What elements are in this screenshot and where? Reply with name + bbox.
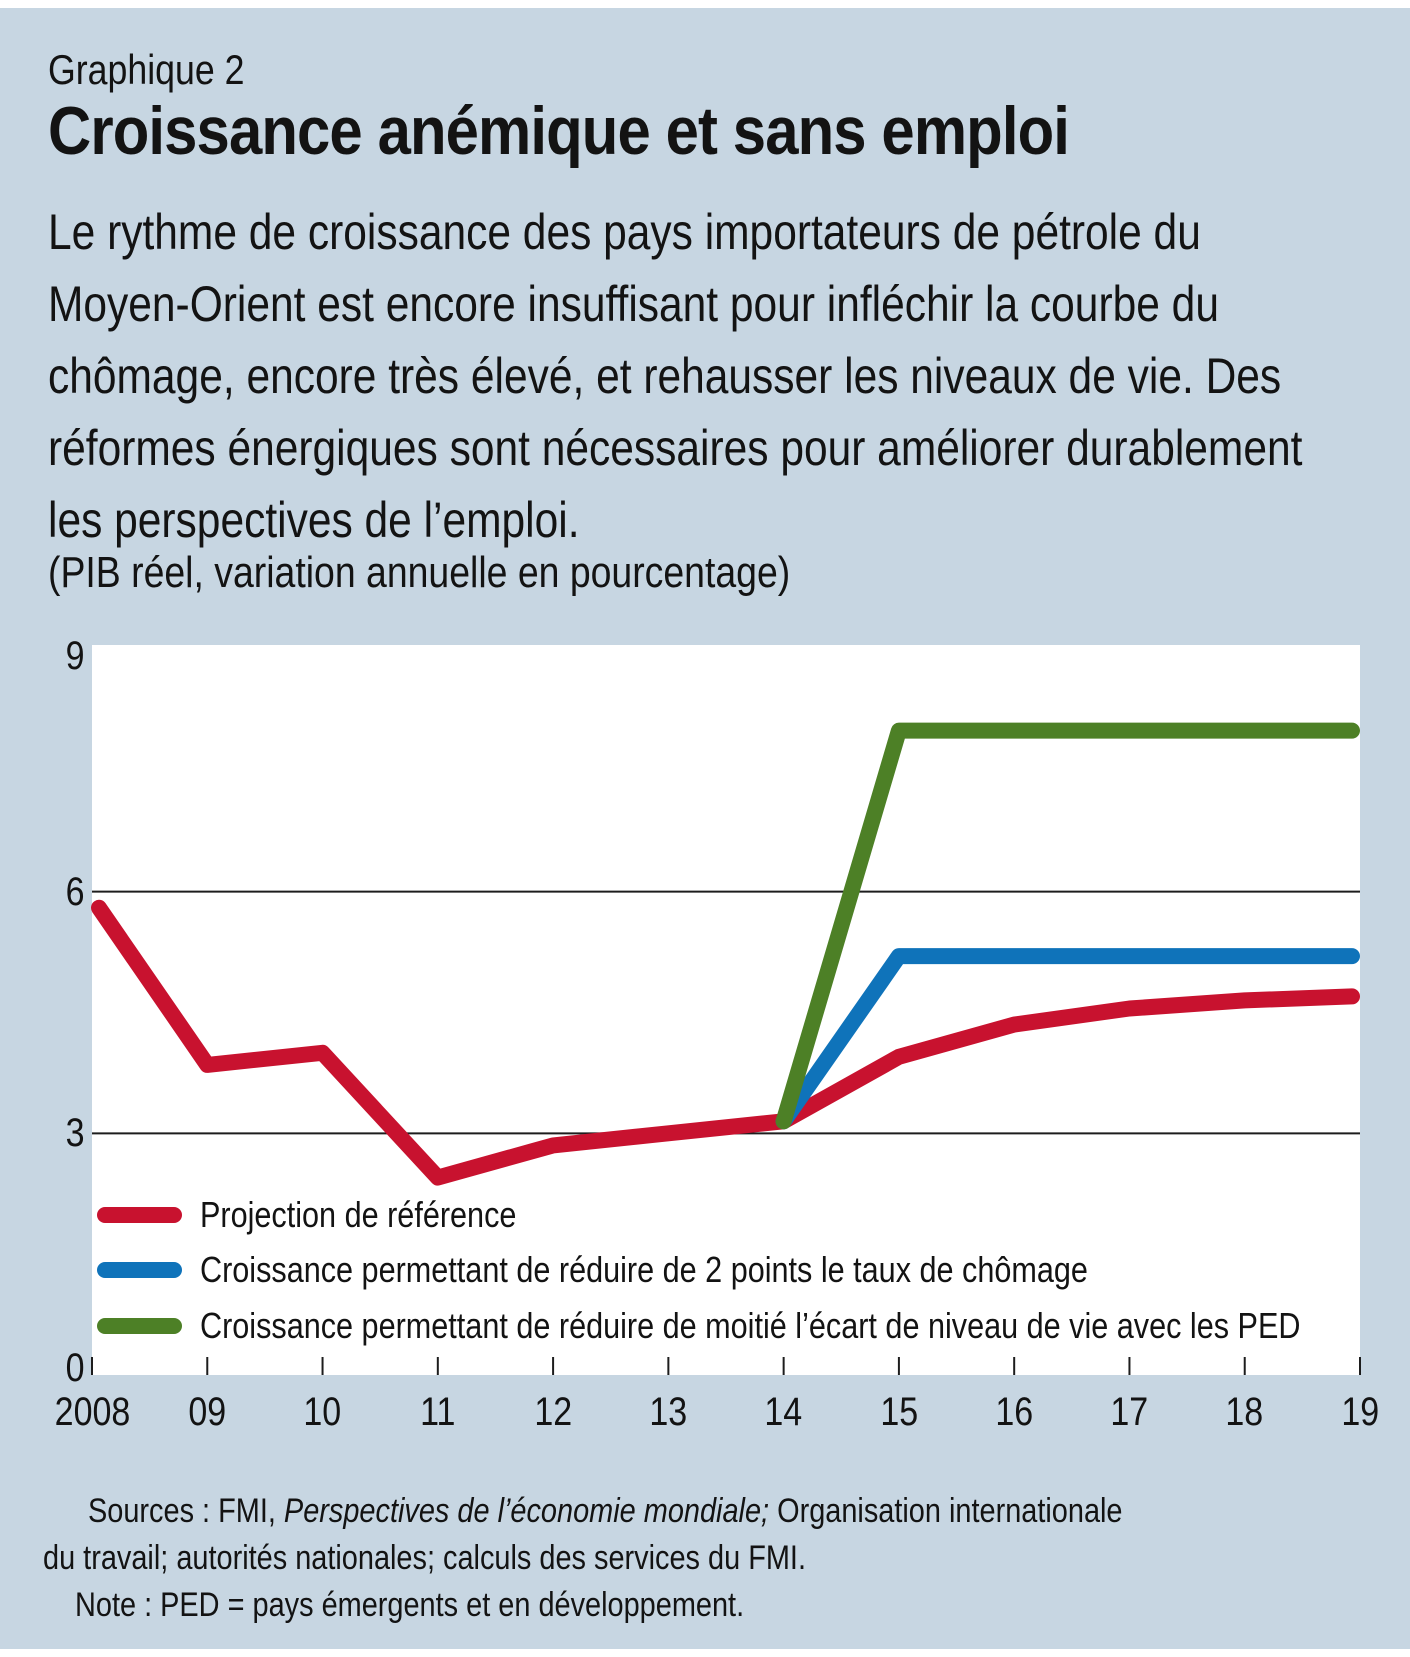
source-note: Sources : FMI, Perspectives de l’économi… bbox=[43, 1488, 1305, 1629]
chart-title: Croissance anémique et sans emploi bbox=[48, 93, 1070, 169]
legend-label: Projection de référence bbox=[200, 1194, 517, 1235]
axis-unit-note: (PIB réel, variation annuelle en pourcen… bbox=[48, 548, 791, 597]
legend-swatch-red bbox=[97, 1207, 182, 1223]
description-line: réformes énergiques sont nécessaires pou… bbox=[48, 420, 1303, 476]
figure-number: Graphique 2 bbox=[48, 46, 245, 93]
legend-item-baseline: Projection de référence bbox=[97, 1193, 572, 1237]
legend-label: Croissance permettant de réduire de 2 po… bbox=[200, 1249, 1088, 1290]
sources-line-1: Sources : FMI, Perspectives de l’économi… bbox=[88, 1492, 1123, 1530]
note-line: Note : PED = pays émergents et en dévelo… bbox=[75, 1586, 745, 1624]
legend-label: Croissance permettant de réduire de moit… bbox=[200, 1305, 1301, 1346]
sources-line-2: du travail; autorités nationales; calcul… bbox=[43, 1539, 806, 1577]
chart-description: Le rythme de croissance des pays importa… bbox=[48, 196, 1410, 556]
legend-swatch-blue bbox=[97, 1262, 182, 1278]
legend-swatch-green bbox=[97, 1318, 182, 1334]
legend-item-unemployment: Croissance permettant de réduire de 2 po… bbox=[97, 1248, 1245, 1292]
legend-item-living-standards: Croissance permettant de réduire de moit… bbox=[97, 1304, 1410, 1348]
description-line: Moyen-Orient est encore insuffisant pour… bbox=[48, 276, 1219, 332]
description-line: Le rythme de croissance des pays importa… bbox=[48, 204, 1201, 260]
description-line: chômage, encore très élevé, et rehausser… bbox=[48, 348, 1282, 404]
description-line: les perspectives de l’emploi. bbox=[48, 492, 580, 548]
